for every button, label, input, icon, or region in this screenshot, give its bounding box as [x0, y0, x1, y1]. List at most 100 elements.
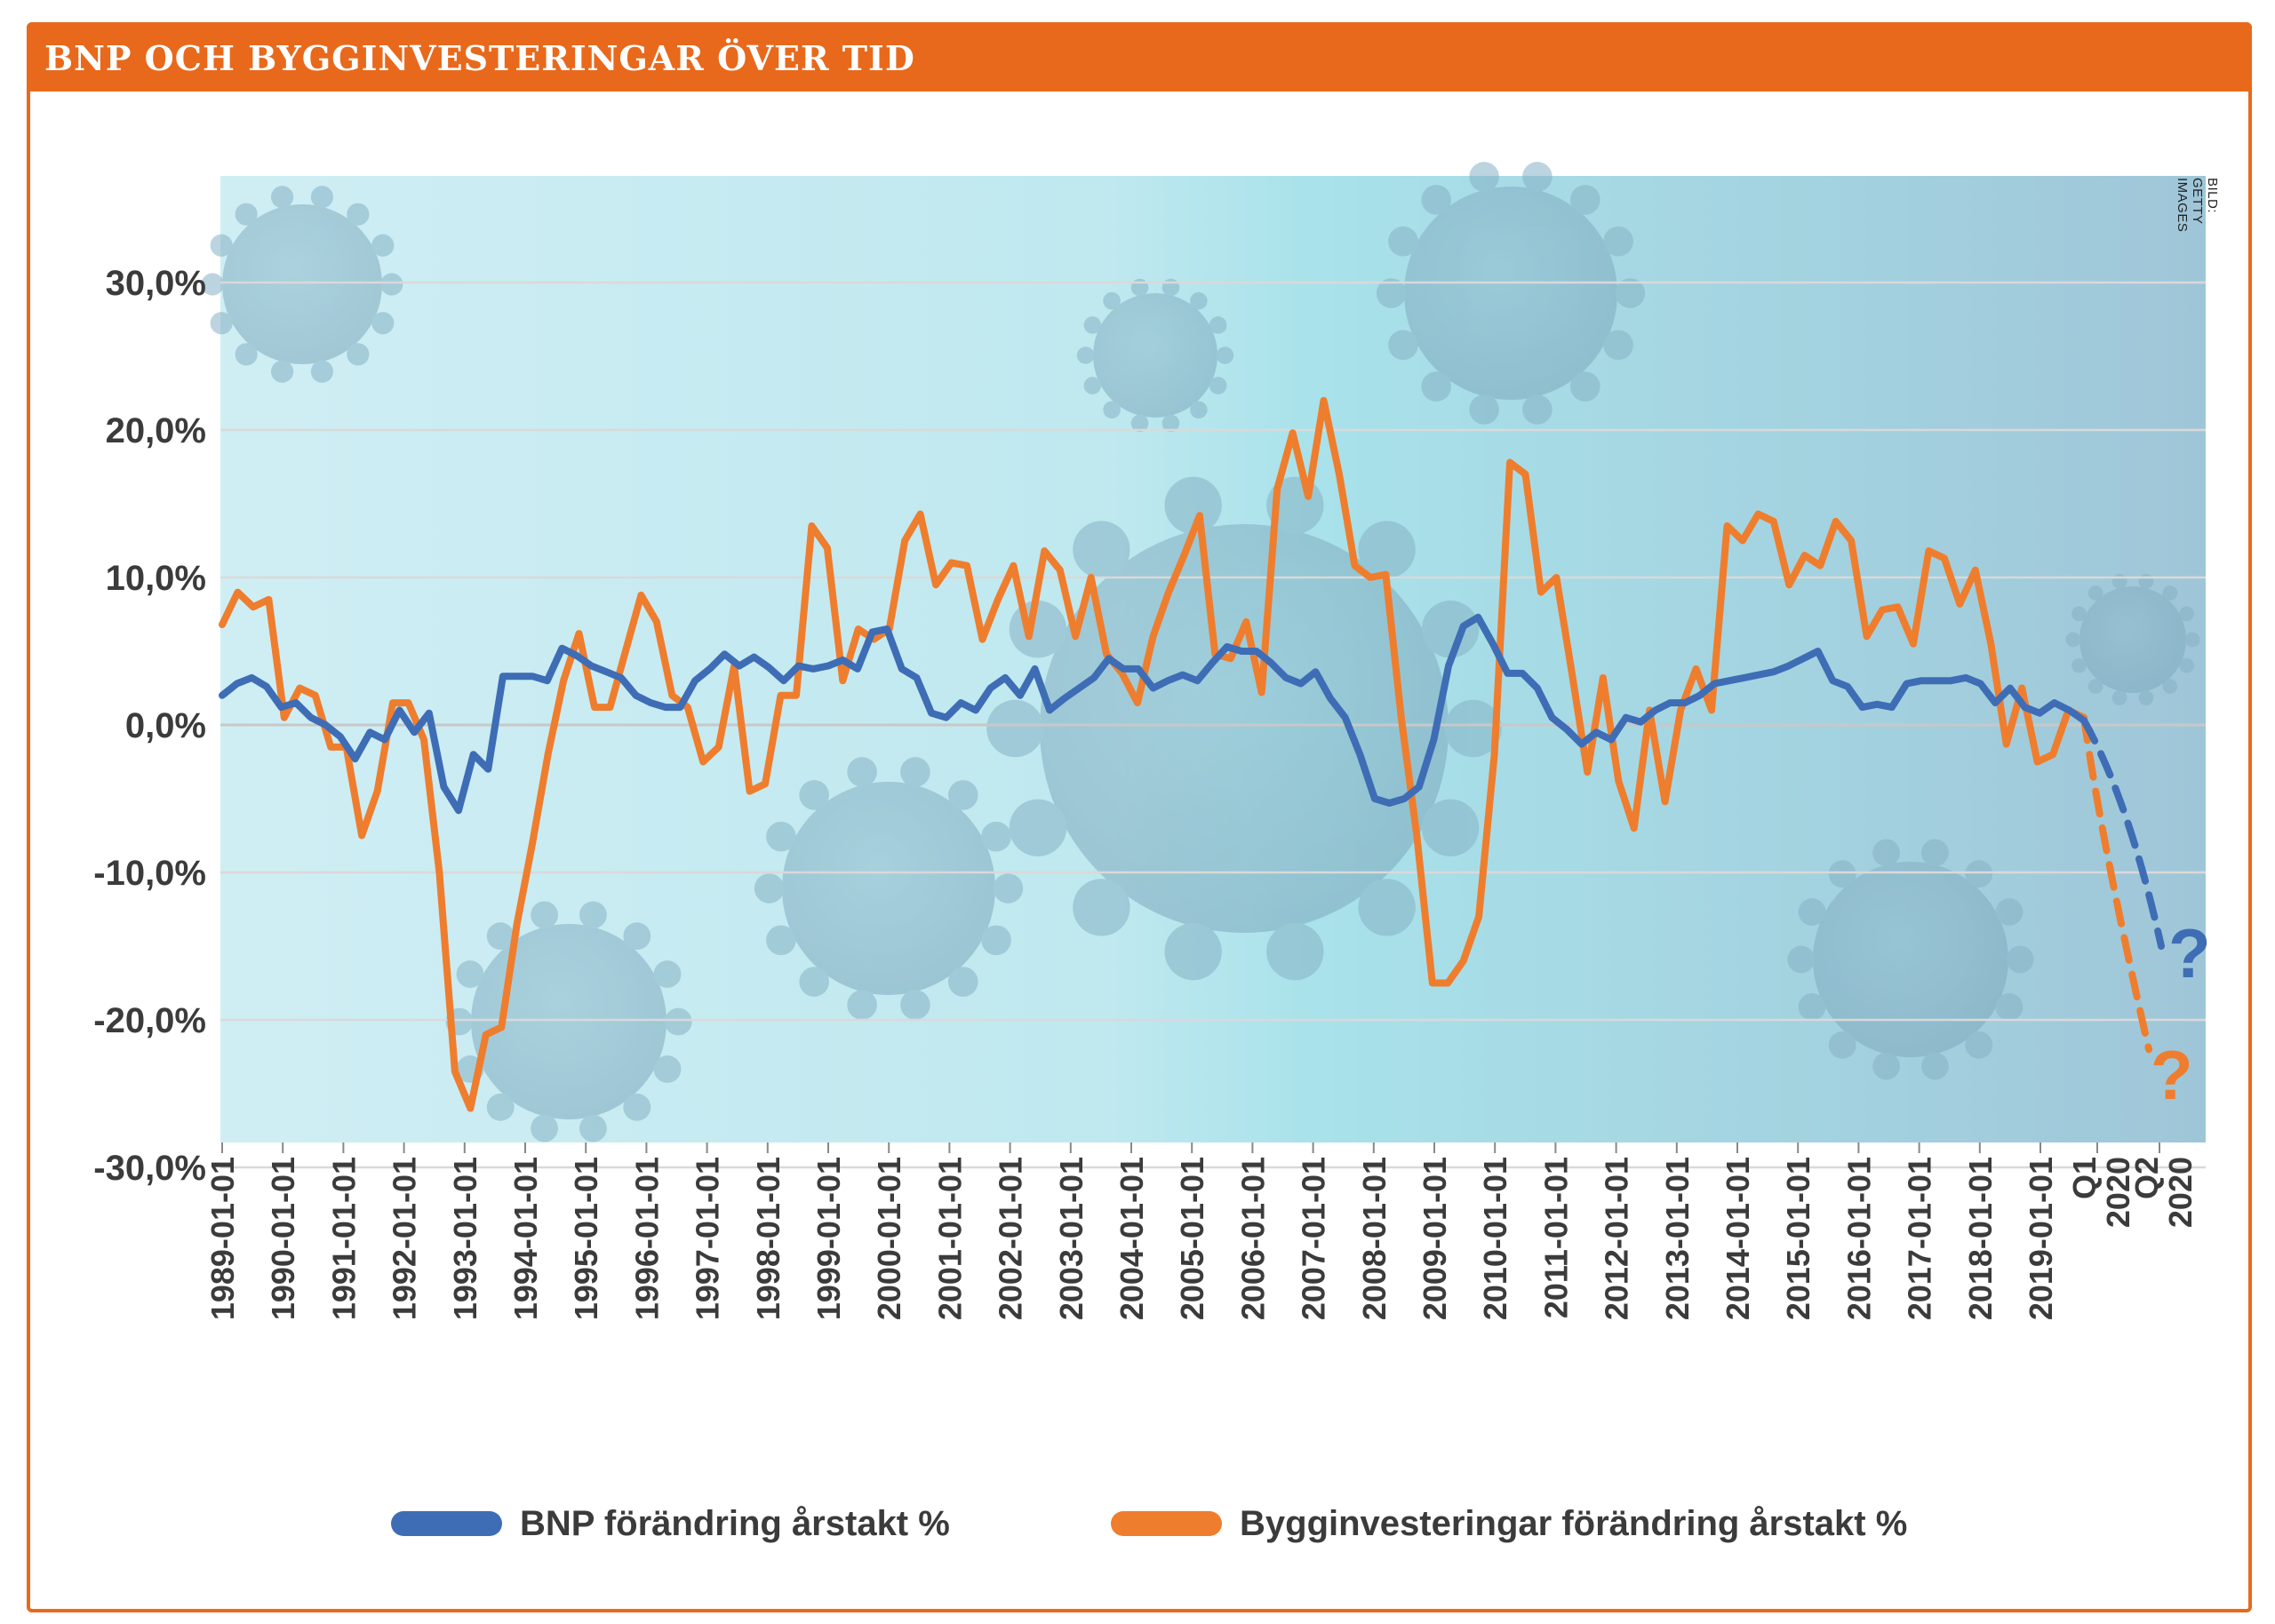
virus-spike [371, 312, 395, 335]
x-tick-label: 1998-01-01 [750, 1157, 786, 1320]
virus-spike [1358, 521, 1416, 578]
x-tick-label: 1989-01-01 [204, 1157, 241, 1320]
virus-spike [623, 1093, 651, 1121]
chart-header: BNP OCH BYGGINVESTERINGAR ÖVER TID [27, 22, 2252, 92]
virus-spike [1130, 414, 1149, 433]
x-tick-label: 2002-01-01 [993, 1157, 1029, 1320]
virus-spike [1787, 945, 1816, 974]
x-tick-label: 1990-01-01 [265, 1157, 301, 1320]
virus-spike [1164, 476, 1222, 535]
virus-spike [486, 922, 515, 951]
x-tick-label: 2005-01-01 [1174, 1157, 1210, 1320]
virus-spike [766, 821, 796, 852]
series-lines [219, 396, 2165, 1112]
virus-spike [653, 1055, 682, 1083]
virus-spike [1164, 922, 1222, 981]
virus-spike [1190, 291, 1208, 310]
y-tick-label: 10,0% [106, 559, 206, 598]
virus-spike [1828, 860, 1856, 888]
virus-spike [2087, 679, 2103, 694]
x-tick-label: 2020 [2162, 1157, 2199, 1228]
virus-spike [270, 186, 294, 209]
virus-spike [2138, 690, 2154, 705]
virus-spike [1522, 162, 1553, 192]
virus-spike [1421, 601, 1480, 658]
x-tick-label: 2017-01-01 [1902, 1157, 1938, 1320]
virus-spike [1469, 394, 1499, 425]
virus-spike [2138, 574, 2154, 589]
x-tick-label: 1996-01-01 [628, 1157, 665, 1320]
virus-spike [1103, 401, 1121, 419]
x-tick-label: 1993-01-01 [447, 1157, 483, 1320]
virus-blob [1813, 862, 2008, 1057]
virus-spike [986, 699, 1044, 758]
virus-spike [2162, 679, 2178, 694]
virus-spike [1388, 330, 1418, 361]
virus-spike [1921, 839, 1949, 867]
virus-spike [1216, 346, 1234, 364]
forecast-markers: ?? [2151, 914, 2211, 1114]
virus-spike [579, 1114, 607, 1142]
legend-label-bnp: BNP förändring årstakt % [520, 1503, 950, 1543]
x-tick-label: 1995-01-01 [568, 1157, 604, 1320]
virus-spike [1522, 394, 1553, 425]
virus-blob [1404, 187, 1617, 400]
virus-spike [1798, 898, 1826, 926]
virus-spike [1965, 1031, 1993, 1059]
virus-spike [981, 925, 1011, 956]
virus-spike [1130, 278, 1149, 297]
virus-blob [782, 782, 995, 995]
x-tick-label: Q2 [2128, 1157, 2165, 1199]
virus-spike [486, 1093, 515, 1121]
virus-spike [579, 901, 607, 929]
virus-spike [1421, 371, 1452, 402]
virus-spike [2071, 606, 2087, 622]
virus-spike [947, 780, 978, 810]
virus-spike [210, 312, 233, 335]
virus-spike [1083, 316, 1102, 334]
legend-item-bygg: Bygginvesteringar förändring årstakt % [1111, 1501, 1907, 1546]
virus-spike [1376, 278, 1407, 308]
virus-spike [1190, 401, 1208, 419]
virus-spike [2087, 585, 2103, 601]
virus-spike [371, 234, 395, 257]
virus-spike [1798, 993, 1826, 1021]
virus-spike [1872, 1052, 1900, 1080]
virus-spike [1009, 601, 1067, 658]
virus-spike [1872, 839, 1900, 867]
image-credit: BILD: GETTY IMAGES [2175, 178, 2220, 233]
virus-spike [847, 990, 877, 1020]
virus-spike [900, 990, 930, 1020]
legend-label-bygg: Bygginvesteringar förändring årstakt % [1240, 1503, 1908, 1543]
x-tick-label: 1992-01-01 [387, 1157, 423, 1320]
virus-spike [664, 1007, 692, 1036]
virus-spike [2179, 657, 2194, 673]
virus-spike [2006, 945, 2034, 974]
virus-spike [1209, 316, 1227, 334]
virus-spike [1603, 226, 1633, 257]
virus-spike [1388, 226, 1418, 257]
chart-title: BNP OCH BYGGINVESTERINGAR ÖVER TID [44, 38, 915, 78]
x-tick-label: 2018-01-01 [1962, 1157, 1999, 1320]
virus-spike [1073, 521, 1130, 578]
x-tick-label: 2003-01-01 [1053, 1157, 1090, 1320]
virus-spike [2065, 632, 2081, 648]
virus-spike [531, 1114, 558, 1142]
y-tick-label: -30,0% [93, 1149, 206, 1188]
virus-spike [981, 821, 1011, 852]
x-tick-label: 2014-01-01 [1720, 1157, 1756, 1320]
legend-swatch-bygg [1111, 1511, 1222, 1536]
virus-blob [1093, 293, 1217, 418]
virus-spike [2162, 585, 2178, 601]
virus-spike [1083, 377, 1102, 394]
legend-item-bnp: BNP förändring årstakt % [391, 1501, 950, 1546]
virus-spike [1469, 162, 1499, 192]
forecast-question-mark: ? [2168, 914, 2211, 992]
x-tick-label: 2015-01-01 [1780, 1157, 1816, 1320]
x-tick-label: 2019-01-01 [2023, 1157, 2059, 1320]
virus-spike [2071, 657, 2087, 673]
virus-spike [1995, 993, 2024, 1021]
virus-spike [1569, 371, 1600, 402]
y-tick-label: 0,0% [125, 706, 206, 745]
